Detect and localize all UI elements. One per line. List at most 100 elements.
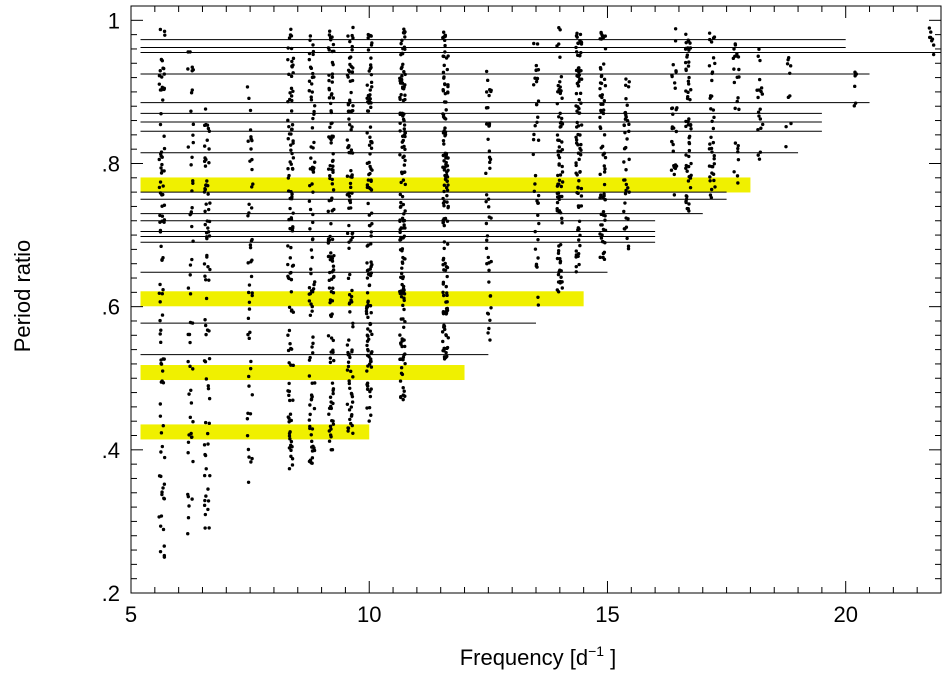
data-point (160, 492, 164, 497)
data-point (399, 180, 403, 185)
data-point (578, 38, 582, 43)
data-point (307, 89, 311, 93)
data-point (442, 325, 446, 329)
data-point (578, 169, 582, 174)
data-point (402, 70, 406, 74)
data-point (208, 201, 212, 205)
data-point (484, 171, 488, 176)
data-point (441, 311, 446, 316)
data-point (346, 429, 350, 433)
data-point (309, 433, 313, 437)
data-point (758, 58, 762, 63)
data-points (157, 25, 936, 559)
data-point (190, 206, 194, 210)
data-point (369, 105, 373, 110)
data-point (160, 162, 164, 167)
data-point (671, 149, 675, 153)
data-point (444, 355, 448, 360)
data-point (351, 104, 355, 108)
data-point (291, 56, 296, 61)
data-point (366, 327, 370, 331)
data-point (347, 223, 351, 228)
data-point (487, 123, 492, 128)
data-point (202, 359, 207, 363)
data-point (443, 130, 448, 134)
data-point (556, 173, 560, 178)
data-point (402, 325, 406, 329)
data-point (403, 130, 407, 134)
data-point (536, 237, 540, 242)
data-point (158, 27, 163, 32)
data-point (330, 75, 335, 79)
data-point (403, 344, 407, 349)
data-point (310, 381, 314, 385)
data-point (347, 246, 351, 250)
data-point (329, 38, 333, 42)
data-point (398, 218, 402, 222)
data-point (161, 486, 165, 490)
data-point (208, 473, 212, 478)
data-point (559, 124, 563, 129)
data-point (400, 194, 405, 199)
data-point (402, 112, 406, 116)
data-point (536, 138, 541, 142)
data-point (331, 422, 336, 426)
data-point (365, 276, 370, 280)
data-point (202, 443, 207, 447)
data-point (442, 168, 447, 172)
data-point (575, 35, 579, 39)
data-point (330, 80, 334, 84)
data-point (601, 213, 606, 217)
data-point (555, 101, 560, 106)
data-point (603, 240, 607, 245)
data-point (442, 346, 446, 351)
data-point (160, 291, 164, 296)
data-point (445, 291, 449, 295)
data-point (402, 218, 407, 223)
data-point (670, 139, 674, 144)
data-point (533, 182, 537, 186)
y-tick-label: .4 (102, 438, 120, 463)
data-point (162, 169, 166, 173)
data-point (308, 426, 312, 431)
data-point (330, 259, 335, 263)
data-point (560, 216, 564, 221)
data-point (368, 329, 373, 333)
data-point (190, 189, 194, 193)
data-point (191, 140, 195, 145)
data-point (575, 53, 580, 58)
data-point (310, 90, 314, 94)
data-point (686, 95, 690, 99)
data-point (286, 167, 290, 171)
data-point (576, 105, 580, 109)
data-point (441, 138, 446, 143)
data-point (309, 156, 313, 160)
data-point (205, 219, 209, 223)
data-point (308, 292, 313, 296)
y-tick-label: 1 (108, 8, 120, 33)
data-point (290, 195, 294, 199)
data-point (206, 226, 210, 230)
data-point (488, 318, 492, 322)
data-point (286, 176, 291, 180)
data-point (441, 70, 446, 75)
data-point (686, 179, 691, 183)
data-point (366, 48, 371, 52)
data-point (291, 89, 295, 94)
data-point (603, 198, 607, 202)
data-point (733, 141, 738, 145)
data-point (484, 193, 489, 197)
data-point (603, 218, 607, 222)
data-point (308, 207, 313, 212)
data-point (291, 263, 296, 268)
data-point (576, 186, 580, 190)
data-point (622, 160, 626, 164)
data-point (350, 288, 354, 293)
data-point (687, 141, 692, 146)
data-point (310, 427, 315, 431)
data-point (289, 148, 293, 152)
data-point (249, 260, 253, 264)
data-point (603, 46, 608, 51)
data-point (687, 148, 692, 153)
data-point (441, 263, 445, 267)
